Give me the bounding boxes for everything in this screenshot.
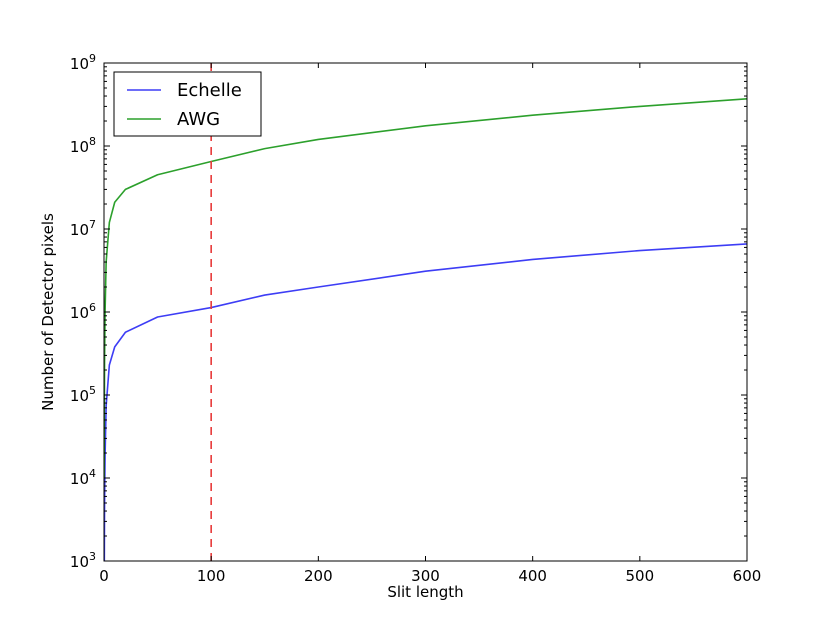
x-tick-label: 0 bbox=[99, 567, 109, 585]
series-line-echelle bbox=[104, 243, 747, 561]
x-tick-label: 300 bbox=[411, 567, 440, 585]
x-tick-label: 500 bbox=[626, 567, 655, 585]
x-tick-label: 100 bbox=[197, 567, 226, 585]
legend: Echelle AWG bbox=[113, 71, 262, 137]
legend-box bbox=[113, 71, 262, 137]
y-axis-label: Number of Detector pixels bbox=[39, 213, 57, 411]
y-tick-label: 107 bbox=[70, 218, 96, 239]
legend-label-echelle: Echelle bbox=[177, 80, 242, 101]
x-tick-label: 600 bbox=[733, 567, 762, 585]
y-ticks: 103 104 105 106 107 108 109 bbox=[70, 52, 747, 571]
plot-area bbox=[104, 63, 747, 561]
y-tick-label: 109 bbox=[70, 52, 96, 73]
x-axis-label: Slit length bbox=[387, 583, 463, 601]
series-line-awg bbox=[104, 98, 747, 479]
legend-label-awg: AWG bbox=[177, 109, 220, 130]
y-tick-label: 105 bbox=[70, 384, 96, 405]
y-tick-label: 104 bbox=[70, 467, 96, 488]
series-layer bbox=[104, 98, 747, 561]
x-tick-label: 400 bbox=[518, 567, 547, 585]
y-tick-label: 108 bbox=[70, 135, 96, 156]
y-tick-label: 106 bbox=[70, 301, 96, 322]
y-tick-label: 103 bbox=[70, 550, 96, 571]
x-tick-label: 200 bbox=[304, 567, 333, 585]
x-ticks: 0 100 200 300 400 500 600 bbox=[99, 63, 761, 585]
